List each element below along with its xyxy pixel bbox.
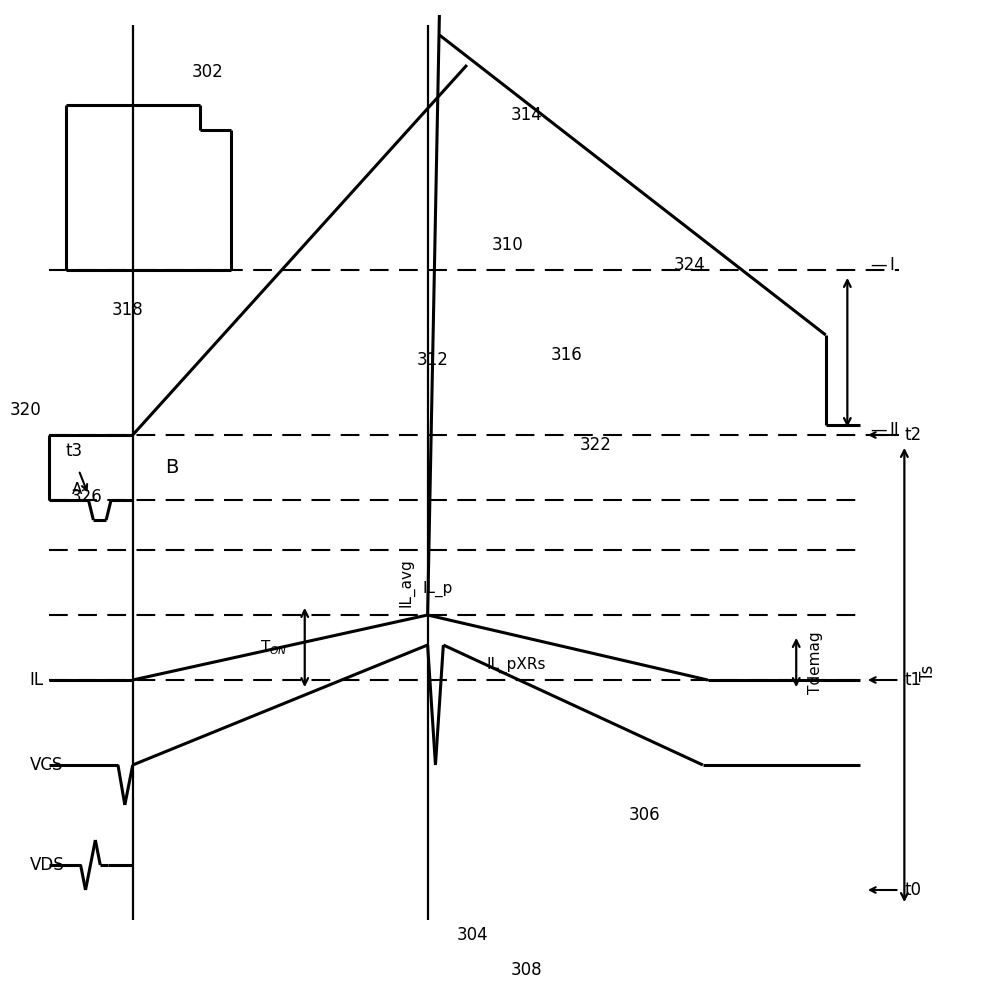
Text: B: B xyxy=(165,458,179,477)
Text: IL_pXRs: IL_pXRs xyxy=(487,657,547,673)
Text: t0: t0 xyxy=(904,881,921,899)
Text: I: I xyxy=(890,256,895,274)
Text: t2: t2 xyxy=(904,426,921,444)
Text: 306: 306 xyxy=(629,806,661,824)
Text: t1: t1 xyxy=(904,671,921,689)
Text: t3: t3 xyxy=(65,442,83,460)
Text: VCS: VCS xyxy=(29,756,63,774)
Text: Ts: Ts xyxy=(919,664,937,681)
Text: VDS: VDS xyxy=(29,856,64,874)
Text: 324: 324 xyxy=(673,256,705,274)
Text: 326: 326 xyxy=(71,488,102,506)
Text: —: — xyxy=(870,421,887,439)
Text: A: A xyxy=(72,482,83,497)
Text: IL: IL xyxy=(29,671,43,689)
Text: T$_{ON}$: T$_{ON}$ xyxy=(260,638,287,657)
Text: IL_p: IL_p xyxy=(423,581,453,597)
Text: 320: 320 xyxy=(10,401,41,419)
Text: 318: 318 xyxy=(112,301,144,319)
Text: 322: 322 xyxy=(580,436,611,454)
Text: —: — xyxy=(870,256,887,274)
Text: IL_avg: IL_avg xyxy=(398,558,414,607)
Text: 312: 312 xyxy=(417,351,448,369)
Text: Tdemag: Tdemag xyxy=(808,631,823,694)
Text: 316: 316 xyxy=(550,346,582,364)
Text: II: II xyxy=(890,421,899,439)
Text: 310: 310 xyxy=(492,236,523,254)
Text: 314: 314 xyxy=(511,106,543,124)
Text: 308: 308 xyxy=(511,961,543,979)
Text: 302: 302 xyxy=(192,63,223,81)
Text: 304: 304 xyxy=(457,926,489,944)
